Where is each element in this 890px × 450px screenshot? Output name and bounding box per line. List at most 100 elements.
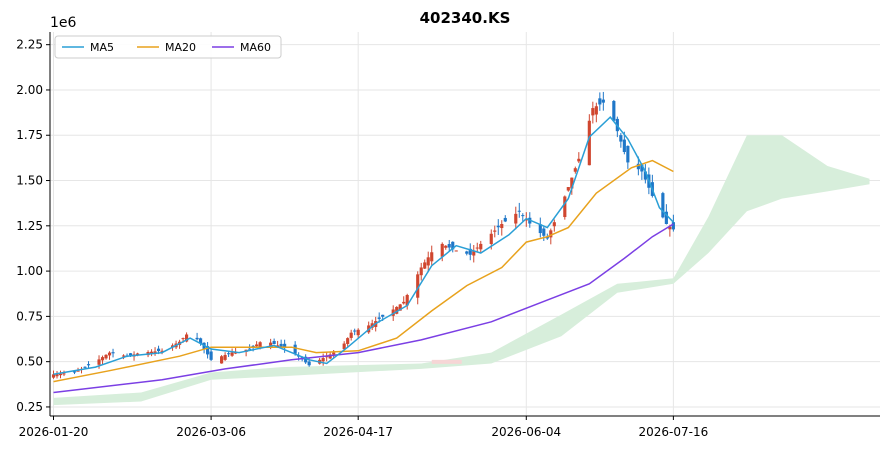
candle-body (83, 366, 87, 368)
candle (517, 202, 521, 218)
candle-body (465, 251, 469, 254)
candle (272, 338, 276, 345)
candle-body (346, 338, 350, 344)
y-tick-label: 1.25 (16, 219, 43, 233)
y-tick-label: 0.75 (16, 309, 43, 323)
candle-body (563, 196, 567, 218)
candle-body (503, 217, 507, 222)
candle-body (307, 361, 311, 366)
candle-body (549, 230, 553, 238)
x-tick-label: 2026-07-16 (639, 425, 709, 439)
candle (51, 370, 56, 379)
candle-body (328, 354, 332, 359)
candle-body (86, 364, 91, 366)
candle-body (255, 344, 259, 347)
candle (598, 92, 602, 111)
candle (206, 342, 210, 359)
candle (538, 217, 542, 238)
candle-body (668, 226, 672, 230)
candle-body (566, 187, 570, 191)
candle-body (626, 145, 630, 163)
candle (465, 250, 469, 256)
ma20-line (53, 159, 674, 383)
candle (591, 101, 595, 124)
candle (423, 259, 427, 270)
candle-body (220, 356, 224, 364)
candle-body (342, 343, 346, 350)
candle-body (353, 330, 357, 332)
candle (426, 251, 430, 273)
x-tick-label: 2026-01-20 (19, 425, 89, 439)
candle (521, 213, 525, 222)
candle-body (248, 348, 252, 350)
candle-body (72, 371, 77, 373)
y-tick-label: 0.50 (16, 355, 43, 369)
candle-body (160, 350, 164, 352)
candle (353, 328, 357, 336)
candle-body (258, 342, 262, 347)
y-tick-label: 2.25 (16, 38, 43, 52)
candle (223, 352, 227, 361)
ma60-line (53, 223, 674, 394)
candle-body (293, 344, 297, 354)
candle-body (598, 98, 602, 105)
candle (402, 296, 406, 305)
candle-body (206, 346, 210, 355)
candle (472, 245, 476, 263)
candle-body (444, 245, 448, 248)
candle (514, 206, 518, 230)
candle-body (451, 241, 455, 250)
legend-label-ma60: MA60 (240, 41, 271, 54)
candle (107, 351, 112, 360)
candle (493, 225, 497, 238)
candle (430, 245, 434, 265)
candle-body (496, 225, 500, 228)
candle-body (272, 340, 276, 344)
candle (230, 348, 234, 357)
candle-body (468, 248, 472, 255)
candle-body (601, 99, 605, 103)
candle-body (377, 317, 381, 319)
candle-body (619, 135, 623, 142)
candle (419, 262, 423, 281)
candle (612, 99, 616, 122)
candle-body (58, 373, 63, 376)
candle (468, 243, 472, 261)
candle-body (269, 342, 273, 346)
candle (601, 91, 605, 111)
candle-body (332, 352, 336, 355)
candle-body (447, 244, 451, 248)
candle-body (521, 215, 525, 217)
candle (209, 348, 213, 362)
candle (58, 370, 63, 379)
candle-body (545, 236, 549, 239)
candle (346, 337, 350, 348)
legend-label-ma20: MA20 (165, 41, 196, 54)
candle-body (100, 357, 105, 361)
moving-average-lines (53, 115, 674, 394)
candle-body (643, 171, 647, 180)
candle-body (128, 353, 133, 356)
candle-body (538, 224, 542, 234)
candle (566, 187, 570, 192)
candle-body (479, 243, 483, 250)
candle (447, 239, 451, 252)
candle-body (577, 158, 581, 162)
candle (342, 341, 346, 351)
candle (395, 306, 399, 315)
candle (199, 337, 203, 346)
candle-body (661, 193, 665, 218)
candle-body (524, 219, 528, 221)
candle (573, 166, 577, 174)
y-tick-label: 1.75 (16, 128, 43, 142)
candle-body (594, 106, 598, 115)
candle-body (107, 352, 112, 356)
candle-body (416, 274, 420, 298)
candle-body (51, 374, 56, 378)
candle (111, 348, 115, 358)
candle (356, 328, 360, 339)
candle (153, 347, 157, 356)
candle-body (489, 233, 493, 244)
candle-body (402, 301, 406, 304)
